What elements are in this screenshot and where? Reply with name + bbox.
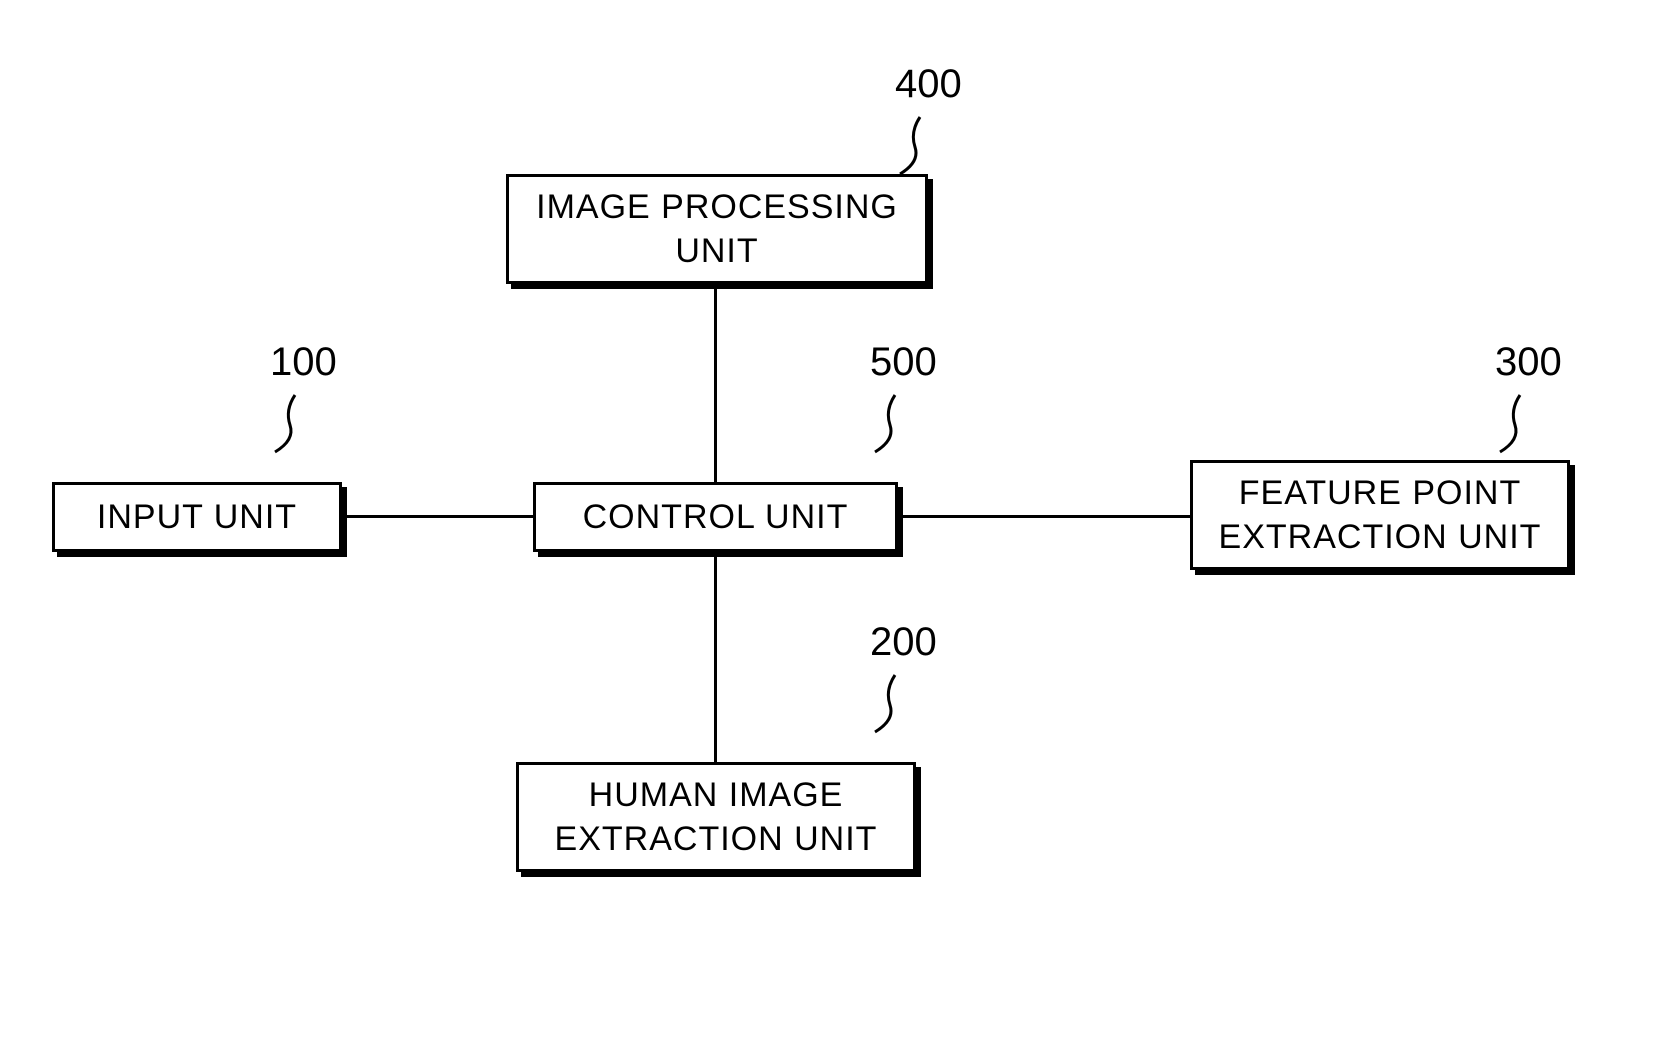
edge-control-human-image xyxy=(714,557,717,762)
leader-line-500 xyxy=(860,390,910,460)
node-input-unit: INPUT UNIT xyxy=(52,482,342,552)
leader-line-200 xyxy=(860,670,910,740)
node-input-label: INPUT UNIT xyxy=(97,495,297,539)
ref-number-200: 200 xyxy=(870,620,937,665)
ref-number-500: 500 xyxy=(870,340,937,385)
leader-line-400 xyxy=(885,112,935,182)
node-feature-point-extraction-unit: FEATURE POINT EXTRACTION UNIT xyxy=(1190,460,1570,570)
node-control-label: CONTROL UNIT xyxy=(583,495,849,539)
edge-control-image-processing xyxy=(714,289,717,482)
node-image-processing-unit: IMAGE PROCESSING UNIT xyxy=(506,174,928,284)
edge-control-feature xyxy=(903,515,1190,518)
node-feature-point-label: FEATURE POINT EXTRACTION UNIT xyxy=(1219,471,1542,559)
ref-number-400: 400 xyxy=(895,62,962,107)
ref-number-100: 100 xyxy=(270,340,337,385)
leader-line-100 xyxy=(260,390,310,460)
node-human-image-label: HUMAN IMAGE EXTRACTION UNIT xyxy=(555,773,878,861)
ref-number-300: 300 xyxy=(1495,340,1562,385)
node-image-processing-label: IMAGE PROCESSING UNIT xyxy=(536,185,898,273)
node-human-image-extraction-unit: HUMAN IMAGE EXTRACTION UNIT xyxy=(516,762,916,872)
edge-input-control xyxy=(347,515,533,518)
leader-line-300 xyxy=(1485,390,1535,460)
node-control-unit: CONTROL UNIT xyxy=(533,482,898,552)
